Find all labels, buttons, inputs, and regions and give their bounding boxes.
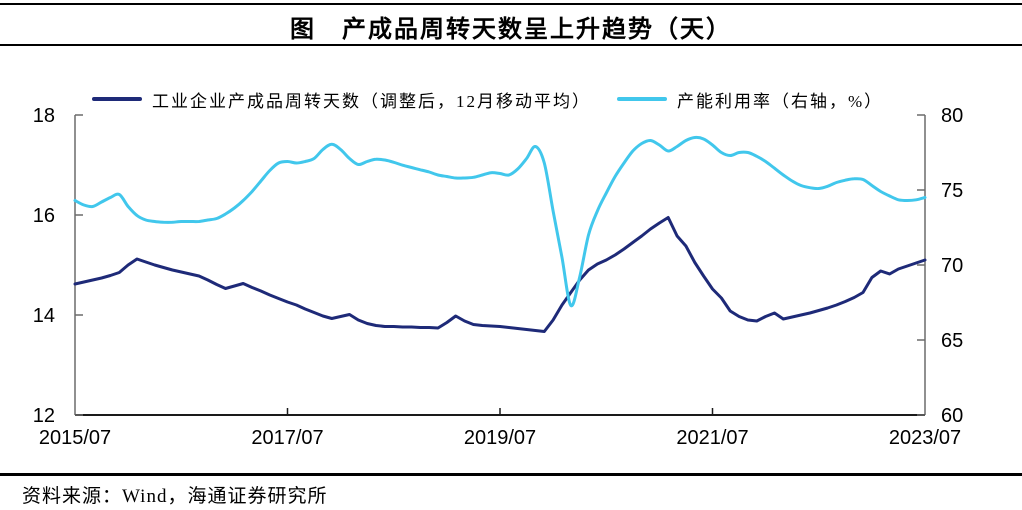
left-axis-tick-label: 14 bbox=[33, 305, 55, 327]
x-axis-tick-label: 2021/07 bbox=[676, 427, 748, 449]
series-line-capacity-utilization bbox=[73, 135, 927, 308]
series-line-turnover-days bbox=[73, 216, 927, 333]
right-axis-tick-label: 70 bbox=[941, 255, 963, 277]
left-axis-tick-label: 16 bbox=[33, 205, 55, 227]
chart-title: 图 产成品周转天数呈上升趋势（天） bbox=[290, 17, 732, 43]
legend-swatch-turnover-days bbox=[92, 97, 142, 101]
right-axis-tick-label: 60 bbox=[941, 405, 963, 427]
legend-label-turnover-days: 工业企业产成品周转天数（调整后，12月移动平均） bbox=[152, 91, 591, 111]
x-axis-tick-label: 2023/07 bbox=[889, 427, 961, 449]
title-divider bbox=[0, 44, 1022, 46]
legend: 工业企业产成品周转天数（调整后，12月移动平均） 产能利用率（右轴，%） bbox=[92, 88, 884, 111]
x-axis-tick-label: 2015/07 bbox=[39, 427, 111, 449]
x-axis-tick-label: 2017/07 bbox=[251, 427, 323, 449]
source-divider bbox=[0, 473, 1022, 476]
x-axis-tick-label: 2019/07 bbox=[464, 427, 536, 449]
right-axis-tick-label: 80 bbox=[941, 105, 963, 127]
right-axis-tick-label: 75 bbox=[941, 180, 963, 202]
left-axis-tick-label: 18 bbox=[33, 105, 55, 127]
legend-swatch-capacity-utilization bbox=[617, 97, 667, 101]
left-axis-tick-label: 12 bbox=[33, 405, 55, 427]
top-divider bbox=[0, 3, 1022, 5]
right-axis-tick-label: 65 bbox=[941, 330, 963, 352]
legend-label-capacity-utilization: 产能利用率（右轴，%） bbox=[677, 91, 884, 111]
source-note: 资料来源：Wind，海通证券研究所 bbox=[22, 486, 328, 507]
